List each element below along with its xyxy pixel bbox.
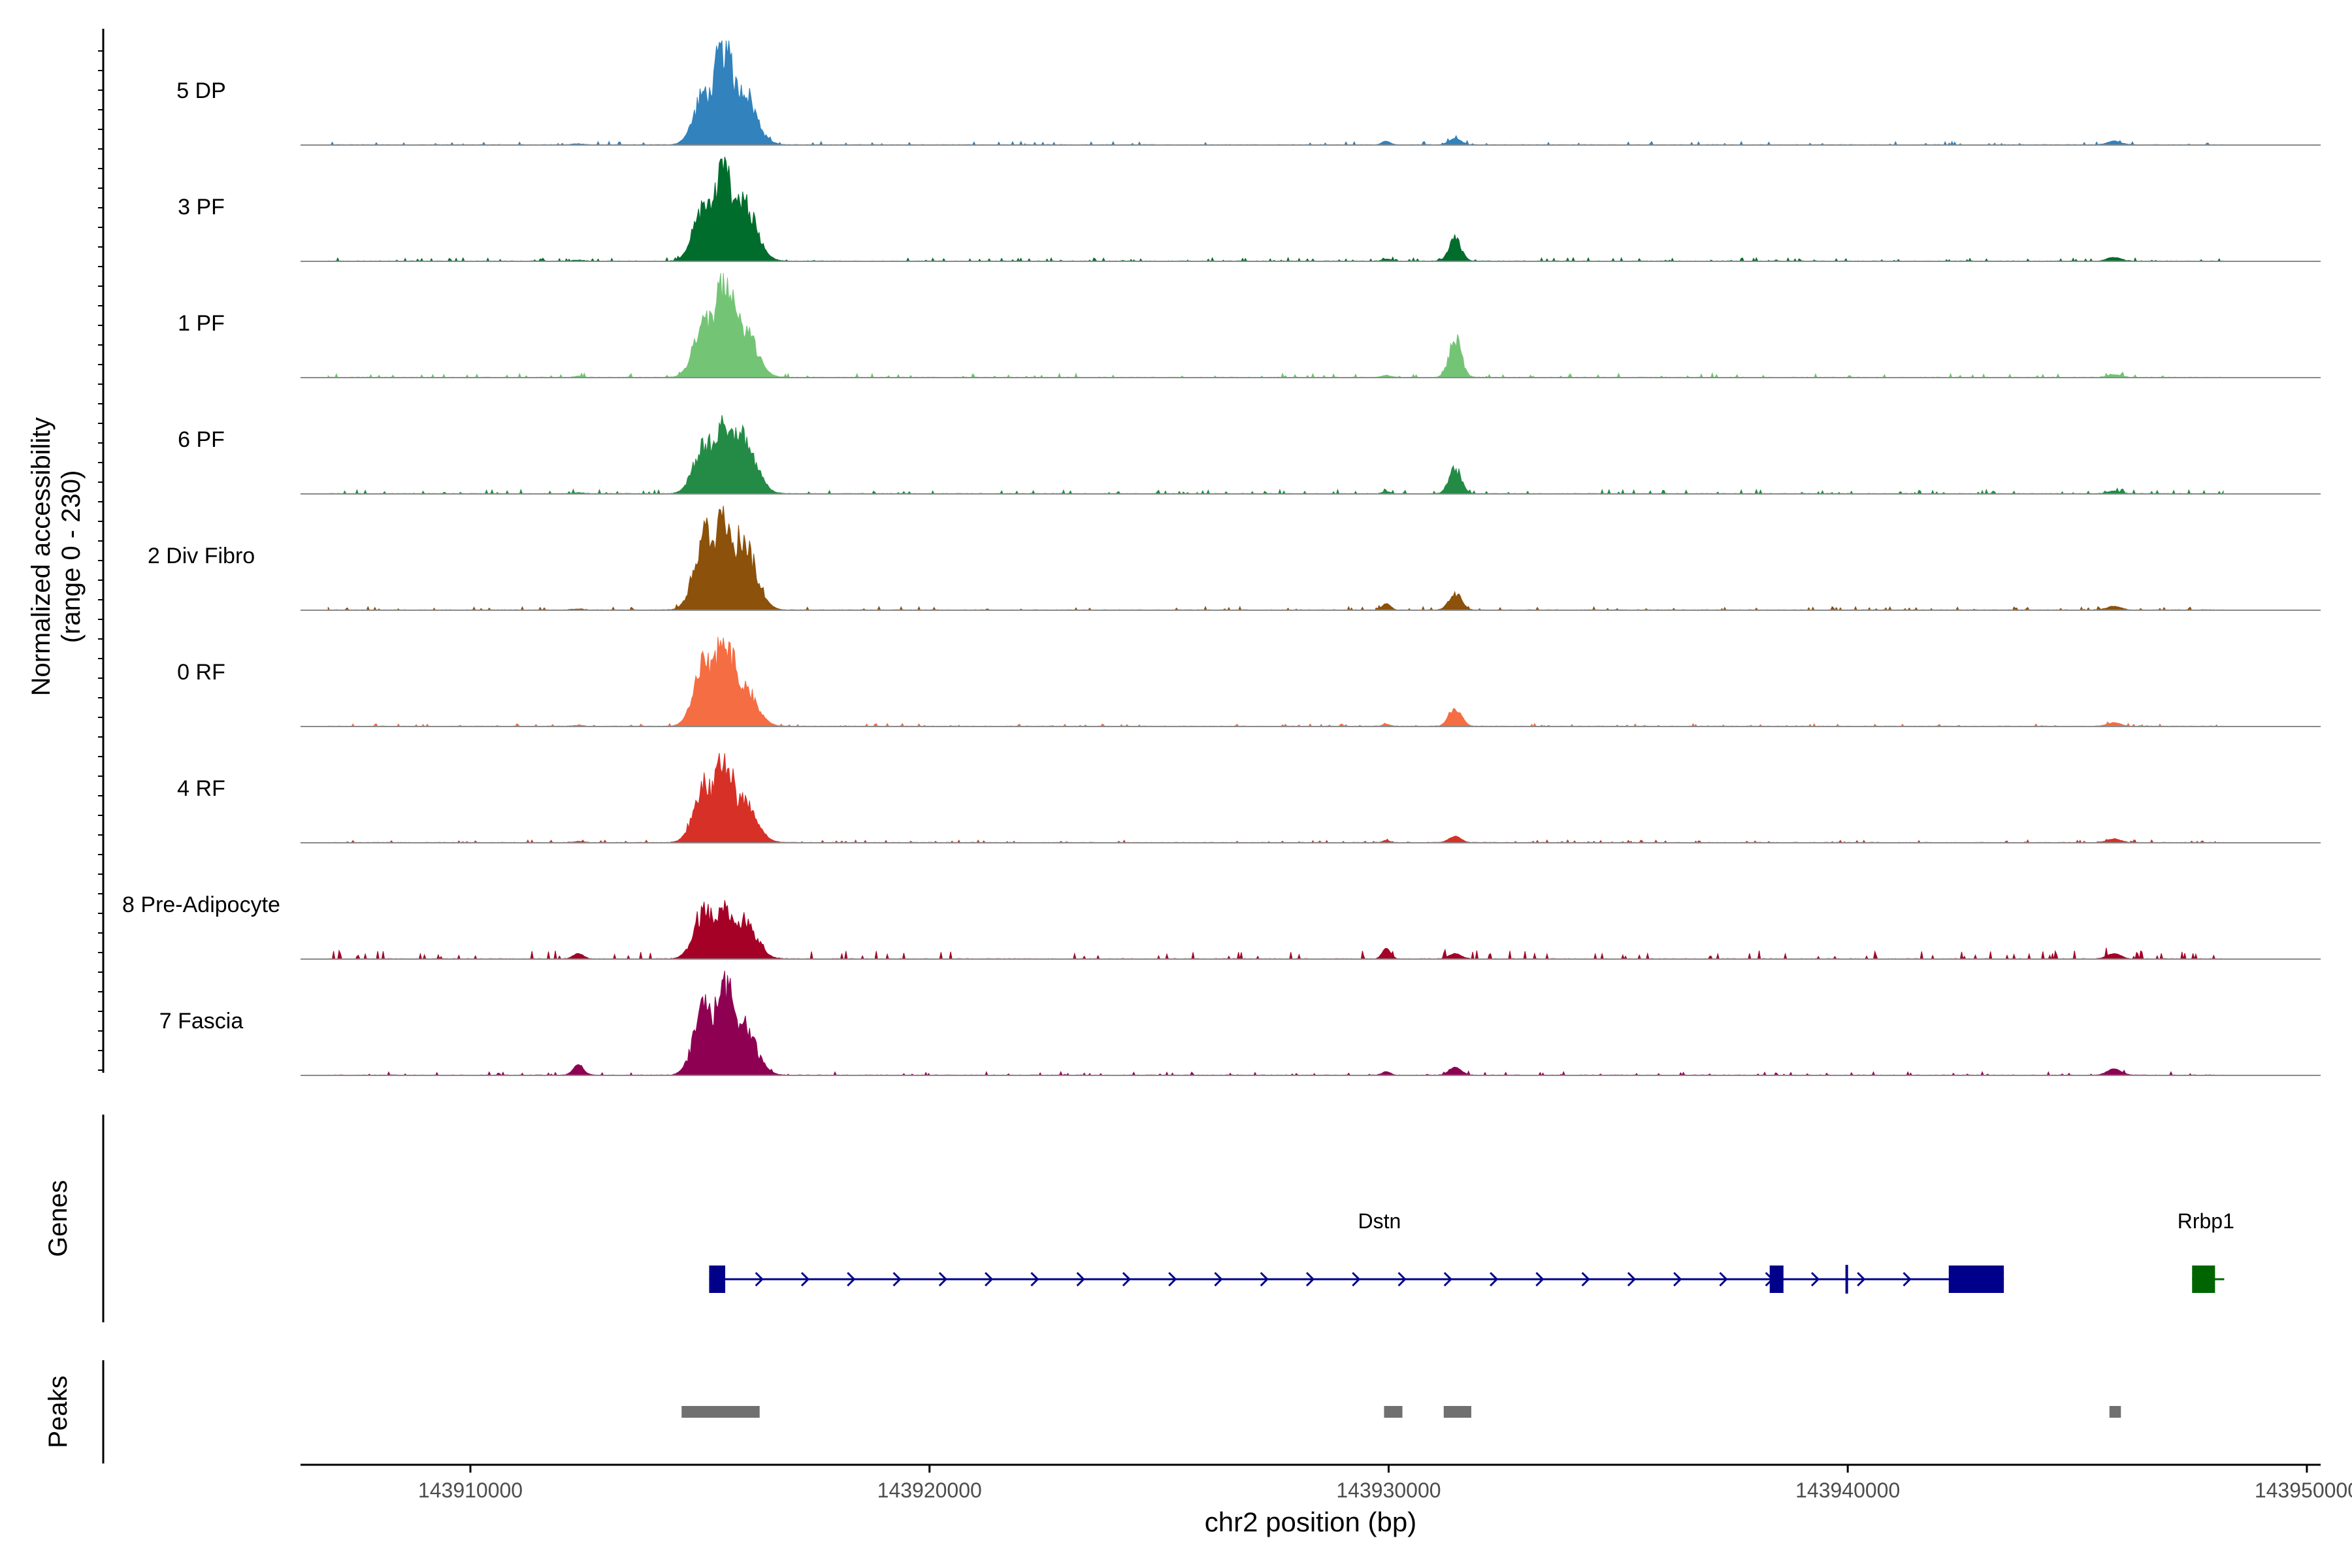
coverage-track-1-pf: 1 PF	[178, 272, 2321, 378]
track-label: 1 PF	[178, 311, 225, 336]
strand-arrow	[1719, 1271, 1728, 1287]
track-label: 0 RF	[177, 660, 225, 685]
x-tick-label: 143950000	[2255, 1478, 2352, 1502]
strand-arrow	[1352, 1271, 1361, 1287]
strand-arrow	[1260, 1271, 1269, 1287]
peak-region	[681, 1406, 760, 1418]
coverage-area	[327, 636, 2224, 727]
strand-arrow	[1443, 1271, 1452, 1287]
coverage-track-8-pre-adipocyte: 8 Pre-Adipocyte	[122, 892, 2321, 960]
coverage-track-4-rf: 4 RF	[177, 753, 2321, 843]
coverage-area	[327, 272, 2224, 378]
strand-arrow	[800, 1271, 810, 1287]
strand-arrow	[1122, 1271, 1132, 1287]
coverage-tracks: 5 DP 3 PF 1 PF 6 PF 2 Div Fibro 0 RF 4 RF 8 Pre…	[122, 40, 2321, 1077]
exon	[1845, 1265, 1848, 1294]
exon	[709, 1266, 726, 1293]
strand-arrow	[1535, 1271, 1544, 1287]
strand-arrow	[1030, 1271, 1039, 1287]
x-tick-label: 143920000	[877, 1478, 982, 1502]
x-tick-label: 143930000	[1336, 1478, 1441, 1502]
track-label: 5 DP	[176, 78, 226, 103]
strand-arrow	[1627, 1271, 1637, 1287]
coverage-area	[327, 900, 2224, 960]
gene-label: Dstn	[1358, 1209, 1401, 1233]
coverage-y-axis	[98, 29, 105, 1073]
track-label: 6 PF	[178, 427, 225, 452]
track-label: 8 Pre-Adipocyte	[122, 892, 280, 917]
coverage-track-5-dp: 5 DP	[176, 40, 2321, 146]
coverage-area	[327, 753, 2224, 843]
peaks-track	[681, 1406, 2121, 1418]
strand-arrow	[1214, 1271, 1223, 1287]
coverage-track-2-div-fibro: 2 Div Fibro	[148, 505, 2321, 612]
x-tick-label: 143940000	[1795, 1478, 1900, 1502]
strand-arrow	[938, 1271, 947, 1287]
peak-region	[2109, 1406, 2121, 1418]
strand-arrow	[1581, 1271, 1590, 1287]
strand-arrow	[1490, 1271, 1499, 1287]
coverage-track-7-fascia: 7 Fascia	[159, 970, 2321, 1077]
gene-label: Rrbp1	[2178, 1209, 2234, 1233]
track-label: 4 RF	[177, 776, 225, 801]
coverage-track-3-pf: 3 PF	[178, 156, 2321, 262]
y-axis-title-line1: Normalized accessibility	[27, 417, 56, 696]
y-axis-title-line2: (range 0 - 230)	[57, 470, 86, 644]
strand-arrow	[892, 1271, 902, 1287]
peaks-track-label: Peaks	[44, 1375, 73, 1448]
gene-rrbp1: Rrbp1	[2178, 1209, 2234, 1293]
x-axis-title: chr2 position (bp)	[1205, 1507, 1417, 1537]
coverage-area	[327, 415, 2224, 495]
strand-arrow	[1903, 1271, 1912, 1287]
exon	[2192, 1266, 2215, 1293]
coverage-area	[327, 40, 2224, 146]
coverage-area	[327, 156, 2224, 262]
strand-arrow	[985, 1271, 994, 1287]
track-label: 3 PF	[178, 195, 225, 220]
coverage-track-6-pf: 6 PF	[178, 415, 2321, 495]
coverage-track-0-rf: 0 RF	[177, 636, 2321, 727]
coverage-area	[327, 970, 2224, 1077]
strand-arrow	[1397, 1271, 1407, 1287]
strand-arrow	[1810, 1271, 1820, 1287]
track-label: 2 Div Fibro	[148, 544, 255, 568]
track-label: 7 Fascia	[159, 1009, 244, 1034]
exon	[1948, 1266, 2004, 1293]
coverage-area	[327, 505, 2224, 612]
exon	[1769, 1266, 1784, 1293]
strand-arrow	[755, 1271, 764, 1287]
strand-arrow	[1076, 1271, 1085, 1287]
peak-region	[1443, 1406, 1471, 1418]
x-axis: 143910000 143920000 143930000 143940000 1439…	[301, 1463, 2352, 1502]
x-tick-label: 143910000	[418, 1478, 523, 1502]
gene-dstn: Dstn	[709, 1209, 2004, 1294]
strand-arrow	[1168, 1271, 1177, 1287]
peak-region	[1384, 1406, 1403, 1418]
strand-arrow	[1857, 1271, 1866, 1287]
strand-arrow	[1305, 1271, 1315, 1287]
genes-track-label: Genes	[44, 1180, 73, 1257]
strand-arrow	[1673, 1271, 1682, 1287]
genes-track: Dstn Rrbp1	[709, 1209, 2234, 1294]
strand-arrow	[847, 1271, 856, 1287]
